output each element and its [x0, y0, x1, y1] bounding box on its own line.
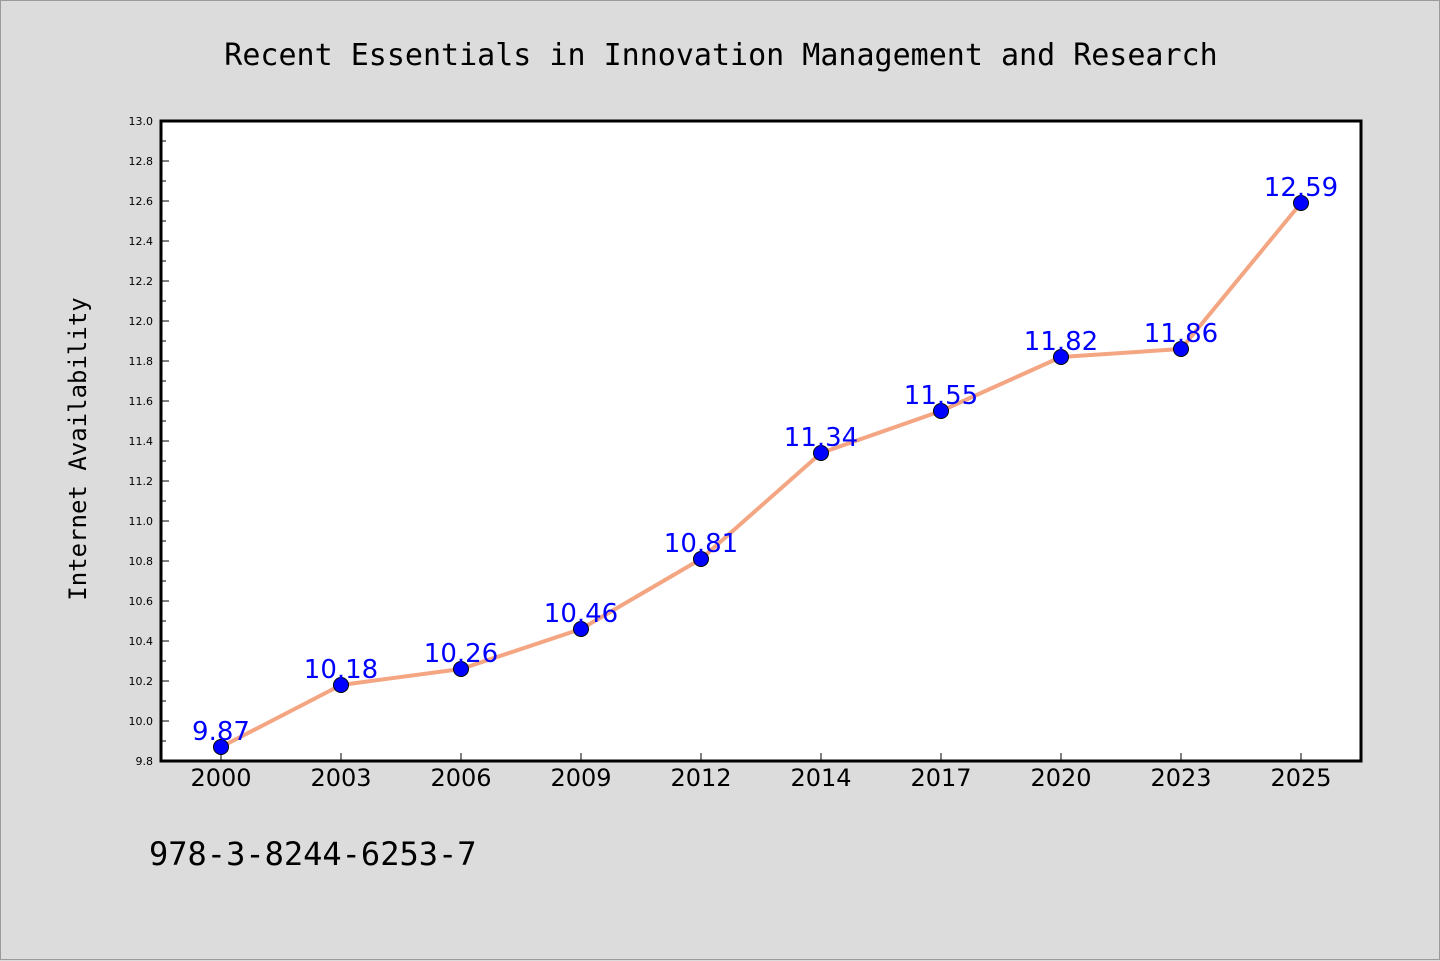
data-label: 11.55 [904, 381, 978, 411]
x-tick-label: 2023 [1150, 764, 1211, 792]
data-label: 9.87 [192, 717, 250, 747]
y-tick-label: 11.4 [129, 435, 154, 448]
y-tick-label: 12.0 [129, 315, 154, 328]
plot-area [159, 119, 1363, 763]
data-point [1173, 341, 1189, 357]
data-label: 10.81 [664, 529, 738, 559]
y-tick-label: 13.0 [129, 115, 154, 128]
y-tick-label: 12.2 [129, 275, 154, 288]
x-tick-label: 2012 [670, 764, 731, 792]
data-point [1053, 349, 1069, 365]
x-tick-label: 2017 [910, 764, 971, 792]
data-point [573, 621, 589, 637]
data-label: 11.34 [784, 423, 858, 453]
x-tick-label: 2025 [1270, 764, 1331, 792]
y-tick-label: 9.8 [136, 755, 154, 768]
x-tick-label: 2014 [790, 764, 851, 792]
data-point [1293, 195, 1309, 211]
y-tick-label: 11.6 [129, 395, 154, 408]
isbn-code: 978-3-8244-6253-7 [149, 835, 477, 873]
x-tick-label: 2006 [430, 764, 491, 792]
y-tick-label: 10.4 [129, 635, 154, 648]
data-label: 10.18 [304, 655, 378, 685]
data-point [693, 551, 709, 567]
data-point [813, 445, 829, 461]
y-tick-label: 10.0 [129, 715, 154, 728]
x-tick-label: 2020 [1030, 764, 1091, 792]
y-tick-label: 12.8 [129, 155, 154, 168]
data-label: 12.59 [1264, 173, 1338, 203]
y-tick-label: 11.2 [129, 475, 154, 488]
y-tick-label: 11.0 [129, 515, 154, 528]
y-tick-label: 11.8 [129, 355, 154, 368]
data-label: 10.46 [544, 599, 618, 629]
data-point [933, 403, 949, 419]
data-label: 10.26 [424, 639, 498, 669]
x-tick-label: 2000 [190, 764, 251, 792]
y-tick-label: 10.2 [129, 675, 154, 688]
data-label: 11.82 [1024, 327, 1098, 357]
y-tick-label: 12.6 [129, 195, 154, 208]
series-line [220, 201, 1303, 749]
x-tick-label: 2009 [550, 764, 611, 792]
y-tick-label: 10.6 [129, 595, 154, 608]
data-point [333, 677, 349, 693]
data-point [453, 661, 469, 677]
data-label: 11.86 [1144, 319, 1218, 349]
y-tick-label: 12.4 [129, 235, 154, 248]
x-axis: 2000 2003 2006 2009 2012 2014 2017 2020 2023 2025 [190, 753, 1332, 792]
series-layer [213, 195, 1309, 755]
data-point [213, 739, 229, 755]
data-labels: 9.87 10.18 10.26 10.46 10.81 11.34 11.55 11.82 1… [192, 173, 1338, 747]
y-axis-label: Internet Availability [64, 297, 92, 600]
y-axis: 9.8 10.0 10.2 10.4 10.6 10.8 11.0 11.2 11.4 11.6 1… [129, 115, 169, 768]
y-tick-label: 10.8 [129, 555, 154, 568]
chart-title: Recent Essentials in Innovation Manageme… [224, 38, 1217, 73]
x-tick-label: 2003 [310, 764, 371, 792]
